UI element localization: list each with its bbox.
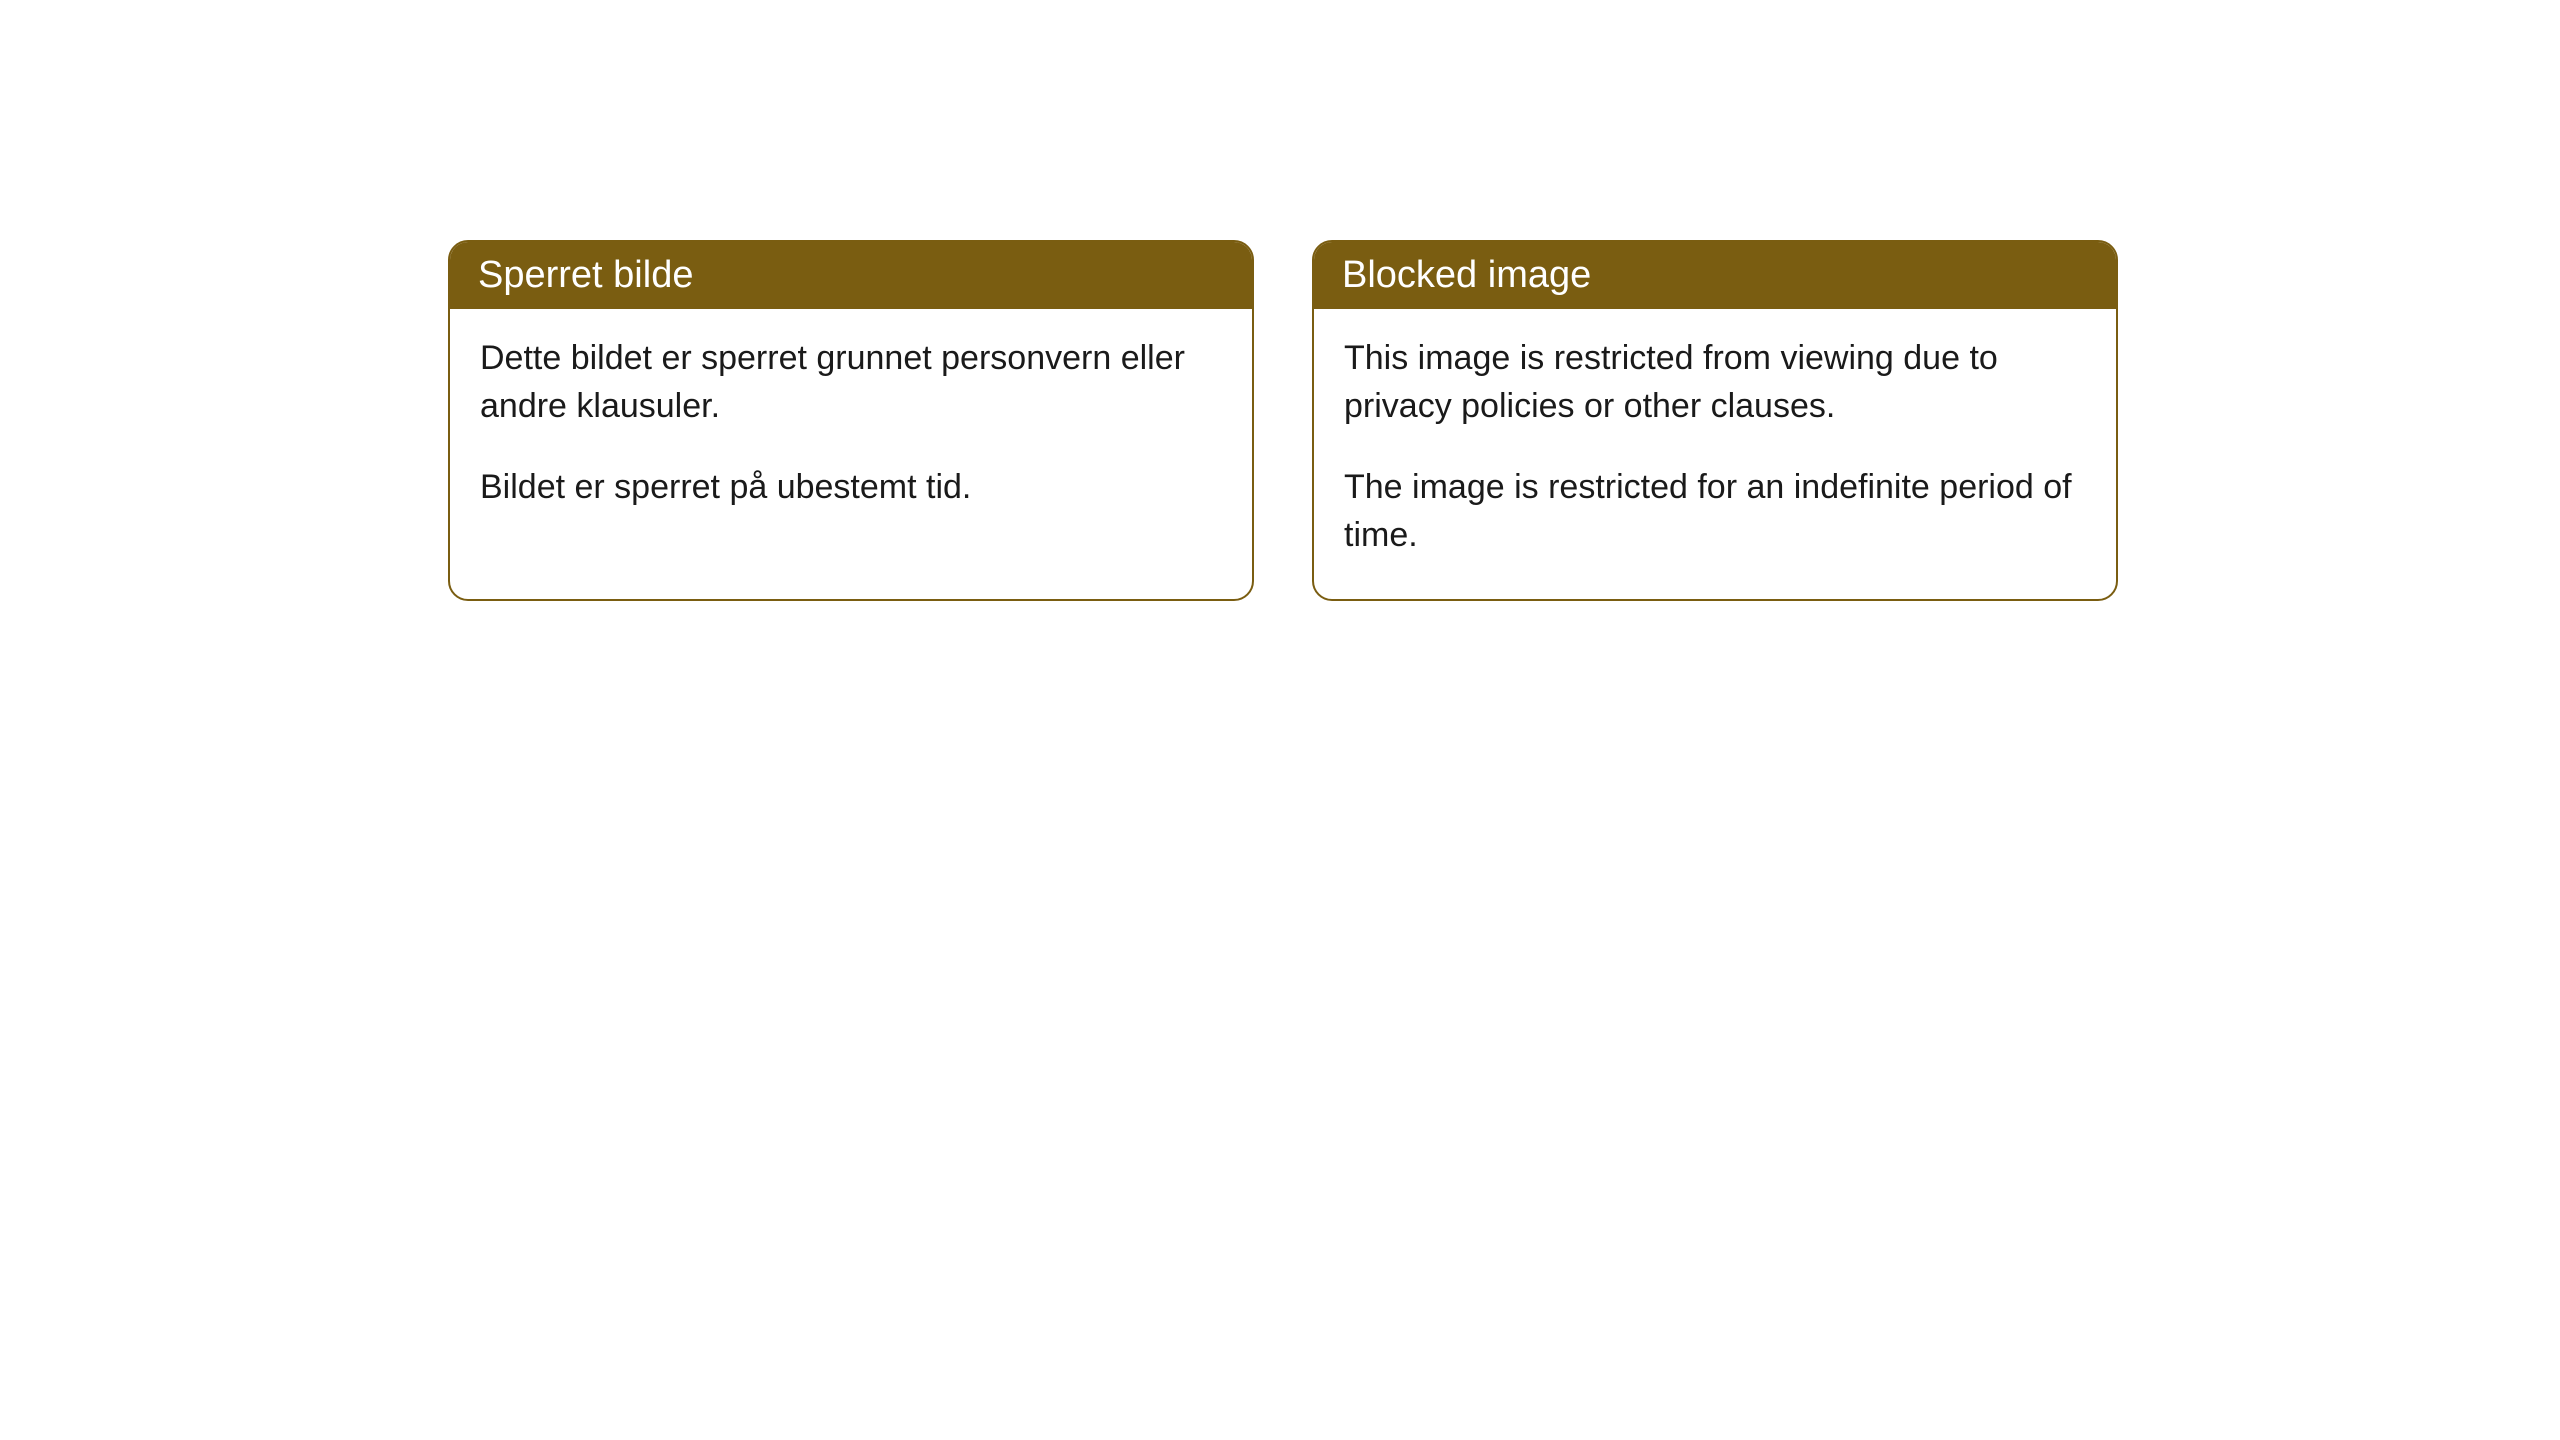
card-paragraph-en-1: This image is restricted from viewing du… (1344, 335, 2086, 430)
card-paragraph-no-2: Bildet er sperret på ubestemt tid. (480, 464, 1222, 512)
card-paragraph-no-1: Dette bildet er sperret grunnet personve… (480, 335, 1222, 430)
card-header-no: Sperret bilde (450, 242, 1252, 309)
card-body-en: This image is restricted from viewing du… (1314, 309, 2116, 599)
card-paragraph-en-2: The image is restricted for an indefinit… (1344, 464, 2086, 559)
card-title-no: Sperret bilde (478, 254, 693, 296)
card-header-en: Blocked image (1314, 242, 2116, 309)
cards-container: Sperret bilde Dette bildet er sperret gr… (448, 240, 2118, 601)
card-body-no: Dette bildet er sperret grunnet personve… (450, 309, 1252, 552)
blocked-image-card-en: Blocked image This image is restricted f… (1312, 240, 2118, 601)
card-title-en: Blocked image (1342, 254, 1591, 296)
blocked-image-card-no: Sperret bilde Dette bildet er sperret gr… (448, 240, 1254, 601)
